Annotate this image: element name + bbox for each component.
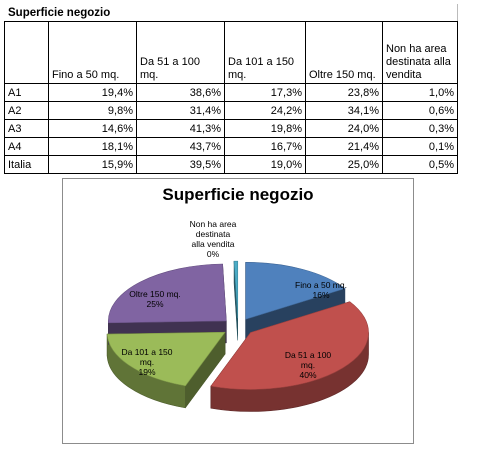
cell-value: 38,6%	[136, 83, 225, 102]
header-fino-50: Fino a 50 mq.	[48, 21, 137, 84]
table-header-row: Fino a 50 mq. Da 51 a 100 mq. Da 101 a 1…	[4, 21, 458, 84]
cell-value: 0,5%	[382, 155, 458, 174]
table-title-row: Superficie negozio	[4, 4, 458, 22]
table-row: Italia 15,9% 39,5% 19,0% 25,0% 0,5%	[4, 155, 458, 174]
cell-value: 14,6%	[48, 119, 137, 138]
cell-value: 0,1%	[382, 137, 458, 156]
cell-value: 0,3%	[382, 119, 458, 138]
cell-value: 31,4%	[136, 101, 225, 120]
table-row: A4 18,1% 43,7% 16,7% 21,4% 0,1%	[4, 137, 458, 156]
cell-value: 43,7%	[136, 137, 225, 156]
data-label-da-101-a-150-mq: Da 101 a 150 mq. 19%	[121, 347, 172, 377]
cell-value: 34,1%	[305, 101, 383, 120]
cell-value: 24,0%	[305, 119, 383, 138]
pie-slice-non-ha-area-destinata-alla-vendita	[233, 260, 239, 319]
data-table: Superficie negozio Fino a 50 mq. Da 51 a…	[4, 4, 458, 174]
table-title: Superficie negozio	[4, 4, 383, 22]
table-row: A1 19,4% 38,6% 17,3% 23,8% 1,0%	[4, 83, 458, 102]
cell-value: 1,0%	[382, 83, 458, 102]
cell-value: 18,1%	[48, 137, 137, 156]
cell-value: 21,4%	[305, 137, 383, 156]
data-label-fino-a-50-mq: Fino a 50 mq. 16%	[295, 280, 347, 300]
header-51-100: Da 51 a 100 mq.	[136, 21, 225, 84]
data-label-non-ha-area-destinata-alla-vendita: Non ha area destinata alla vendita 0%	[190, 219, 237, 259]
cell-value: 19,8%	[224, 119, 306, 138]
cell-value: 39,5%	[136, 155, 225, 174]
header-oltre-150: Oltre 150 mq.	[305, 21, 383, 84]
pie-chart: Fino a 50 mq. 16% Da 51 a 100 mq. 40% Da 101 …	[106, 219, 369, 412]
cell-value: 0,6%	[382, 101, 458, 120]
header-non-area: Non ha area destinata alla vendita	[382, 21, 458, 84]
pie-chart-container: Superficie negozio Fino a 50 mq. 16% Da 51…	[62, 178, 414, 444]
header-cell-empty	[4, 21, 49, 84]
pie-slice-da-51-a-100-mq	[210, 301, 369, 390]
cell-value: 15,9%	[48, 155, 137, 174]
cell-value: 9,8%	[48, 101, 137, 120]
cell-value: 19,4%	[48, 83, 137, 102]
cell-value: 16,7%	[224, 137, 306, 156]
cell-value: 17,3%	[224, 83, 306, 102]
table-title-filler	[382, 4, 458, 22]
cell-value: 23,8%	[305, 83, 383, 102]
table-row: A2 9,8% 31,4% 24,2% 34,1% 0,6%	[4, 101, 458, 120]
row-label: A3	[4, 119, 49, 138]
cell-value: 41,3%	[136, 119, 225, 138]
table-row: A3 14,6% 41,3% 19,8% 24,0% 0,3%	[4, 119, 458, 138]
data-label-da-51-a-100-mq: Da 51 a 100 mq. 40%	[285, 350, 332, 380]
row-label: Italia	[4, 155, 49, 174]
cell-value: 19,0%	[224, 155, 306, 174]
chart-title: Superficie negozio	[162, 185, 314, 204]
row-label: A2	[4, 101, 49, 120]
pie-slice-oltre-150-mq	[108, 263, 227, 324]
cell-value: 24,2%	[224, 101, 306, 120]
header-101-150: Da 101 a 150 mq.	[224, 21, 306, 84]
cell-value: 25,0%	[305, 155, 383, 174]
pie-slice-da-101-a-150-mq	[106, 331, 226, 387]
data-label-oltre-150-mq: Oltre 150 mq. 25%	[129, 289, 181, 309]
row-label: A4	[4, 137, 49, 156]
row-label: A1	[4, 83, 49, 102]
pie-slice-fino-a-50-mq	[245, 261, 346, 320]
